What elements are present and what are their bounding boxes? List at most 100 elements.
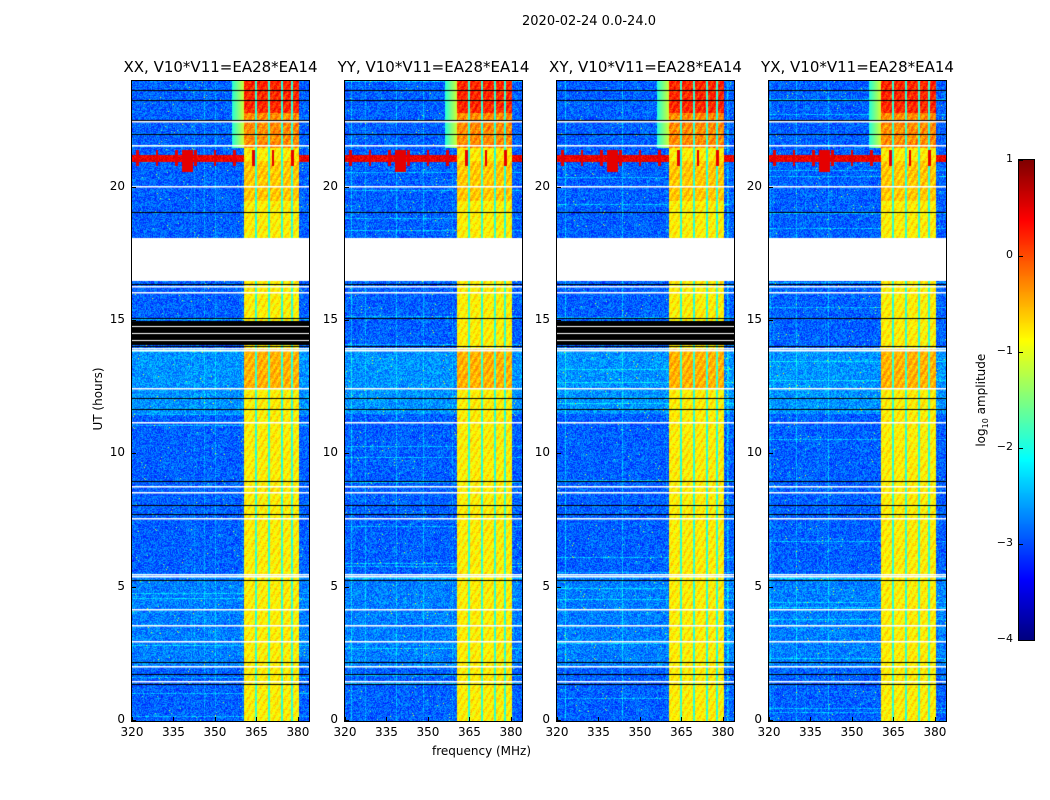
colorbar-tick-label: 1 bbox=[1006, 152, 1013, 165]
y-tick-label: 15 bbox=[534, 312, 550, 326]
y-tick-label: 0 bbox=[117, 712, 125, 726]
spectrogram-panel-xx bbox=[131, 80, 310, 722]
y-tick-label: 5 bbox=[542, 578, 550, 593]
colorbar-tick-label: −3 bbox=[996, 536, 1013, 549]
colorbar-tick-mark bbox=[1019, 352, 1023, 353]
y-tick-label: 15 bbox=[109, 312, 125, 326]
x-tick-label: 320 bbox=[333, 725, 357, 739]
y-tick-mark bbox=[557, 720, 561, 721]
x-axis-label: frequency (MHz) bbox=[432, 744, 532, 758]
spectrogram-heatmap bbox=[769, 81, 946, 721]
x-tick-mark bbox=[934, 717, 936, 721]
y-tick-label: 10 bbox=[109, 445, 125, 460]
x-tick-label: 320 bbox=[545, 725, 569, 739]
y-tick-label: 15 bbox=[746, 312, 762, 326]
y-tick-label: 15 bbox=[322, 312, 338, 326]
y-tick-mark bbox=[769, 186, 773, 188]
colorbar-tick-mark bbox=[1019, 160, 1023, 161]
x-tick-mark bbox=[722, 717, 724, 721]
y-tick-mark bbox=[769, 320, 773, 321]
x-tick-mark bbox=[345, 717, 346, 721]
panel-title: YY, V10*V11=EA28*EA14 bbox=[337, 58, 530, 76]
y-tick-mark bbox=[132, 453, 136, 455]
colorbar-tick-label: −1 bbox=[996, 344, 1013, 357]
x-tick-label: 335 bbox=[799, 725, 822, 739]
y-tick-label: 20 bbox=[109, 178, 125, 193]
x-tick-label: 350 bbox=[840, 725, 864, 739]
x-tick-label: 380 bbox=[499, 725, 523, 739]
x-tick-label: 320 bbox=[120, 725, 144, 739]
spectrogram-heatmap bbox=[132, 81, 309, 721]
colorbar-tick-label: −2 bbox=[996, 440, 1013, 453]
colorbar-tick-mark bbox=[1019, 640, 1023, 641]
spectrogram-heatmap bbox=[345, 81, 522, 721]
x-tick-mark bbox=[639, 717, 641, 721]
y-tick-label: 5 bbox=[754, 578, 762, 593]
x-tick-label: 365 bbox=[670, 725, 693, 739]
y-tick-label: 5 bbox=[117, 578, 125, 593]
panel-title: YX, V10*V11=EA28*EA14 bbox=[761, 58, 954, 76]
x-tick-mark bbox=[851, 717, 853, 721]
y-tick-mark bbox=[557, 586, 561, 588]
y-tick-label: 10 bbox=[322, 445, 338, 460]
x-tick-mark bbox=[297, 717, 299, 721]
y-tick-mark bbox=[132, 320, 136, 321]
x-tick-label: 365 bbox=[882, 725, 905, 739]
x-tick-label: 320 bbox=[757, 725, 781, 739]
panel-title: XY, V10*V11=EA28*EA14 bbox=[549, 58, 742, 76]
x-tick-label: 380 bbox=[286, 725, 310, 739]
x-tick-mark bbox=[173, 717, 175, 721]
y-tick-label: 0 bbox=[542, 712, 550, 726]
y-tick-label: 20 bbox=[534, 178, 550, 193]
x-tick-label: 335 bbox=[587, 725, 610, 739]
x-tick-mark bbox=[386, 717, 388, 721]
y-tick-mark bbox=[345, 586, 349, 588]
y-tick-mark bbox=[132, 186, 136, 188]
y-tick-mark bbox=[132, 586, 136, 588]
x-tick-label: 350 bbox=[203, 725, 227, 739]
colorbar-tick-mark bbox=[1019, 448, 1023, 449]
y-tick-mark bbox=[345, 453, 349, 455]
colorbar-gradient bbox=[1019, 160, 1034, 640]
y-tick-mark bbox=[345, 320, 349, 321]
x-tick-mark bbox=[598, 717, 600, 721]
spectrogram-heatmap bbox=[557, 81, 734, 721]
y-tick-mark bbox=[769, 453, 773, 455]
x-tick-label: 350 bbox=[416, 725, 440, 739]
x-tick-label: 335 bbox=[375, 725, 398, 739]
y-tick-mark bbox=[769, 720, 773, 721]
y-tick-label: 20 bbox=[746, 178, 762, 193]
y-tick-label: 5 bbox=[330, 578, 338, 593]
y-tick-mark bbox=[132, 720, 136, 721]
y-tick-mark bbox=[557, 453, 561, 455]
x-tick-mark bbox=[557, 717, 558, 721]
y-tick-label: 10 bbox=[746, 445, 762, 460]
x-tick-label: 380 bbox=[923, 725, 947, 739]
panel-title: XX, V10*V11=EA28*EA14 bbox=[123, 58, 318, 76]
x-tick-mark bbox=[810, 717, 812, 721]
x-tick-mark bbox=[510, 717, 512, 721]
colorbar-tick-label: −4 bbox=[996, 632, 1013, 645]
x-tick-mark bbox=[427, 717, 429, 721]
y-tick-mark bbox=[557, 320, 561, 321]
y-tick-mark bbox=[557, 186, 561, 188]
figure-title: 2020-02-24 0.0-24.0 bbox=[522, 14, 656, 29]
y-tick-label: 0 bbox=[754, 712, 762, 726]
x-tick-label: 380 bbox=[711, 725, 735, 739]
x-tick-mark bbox=[769, 717, 770, 721]
x-tick-label: 365 bbox=[458, 725, 481, 739]
x-tick-mark bbox=[469, 717, 471, 721]
x-tick-label: 350 bbox=[628, 725, 652, 739]
colorbar-label: log10 amplitude bbox=[973, 353, 991, 447]
y-tick-label: 0 bbox=[330, 712, 338, 726]
spectrogram-panel-yy bbox=[344, 80, 523, 722]
y-tick-label: 20 bbox=[322, 178, 338, 193]
colorbar bbox=[1018, 159, 1035, 641]
y-axis-label: UT (hours) bbox=[91, 367, 105, 431]
y-tick-mark bbox=[345, 720, 349, 721]
y-tick-label: 10 bbox=[534, 445, 550, 460]
x-tick-mark bbox=[214, 717, 216, 721]
y-tick-mark bbox=[769, 586, 773, 588]
x-tick-mark bbox=[256, 717, 258, 721]
